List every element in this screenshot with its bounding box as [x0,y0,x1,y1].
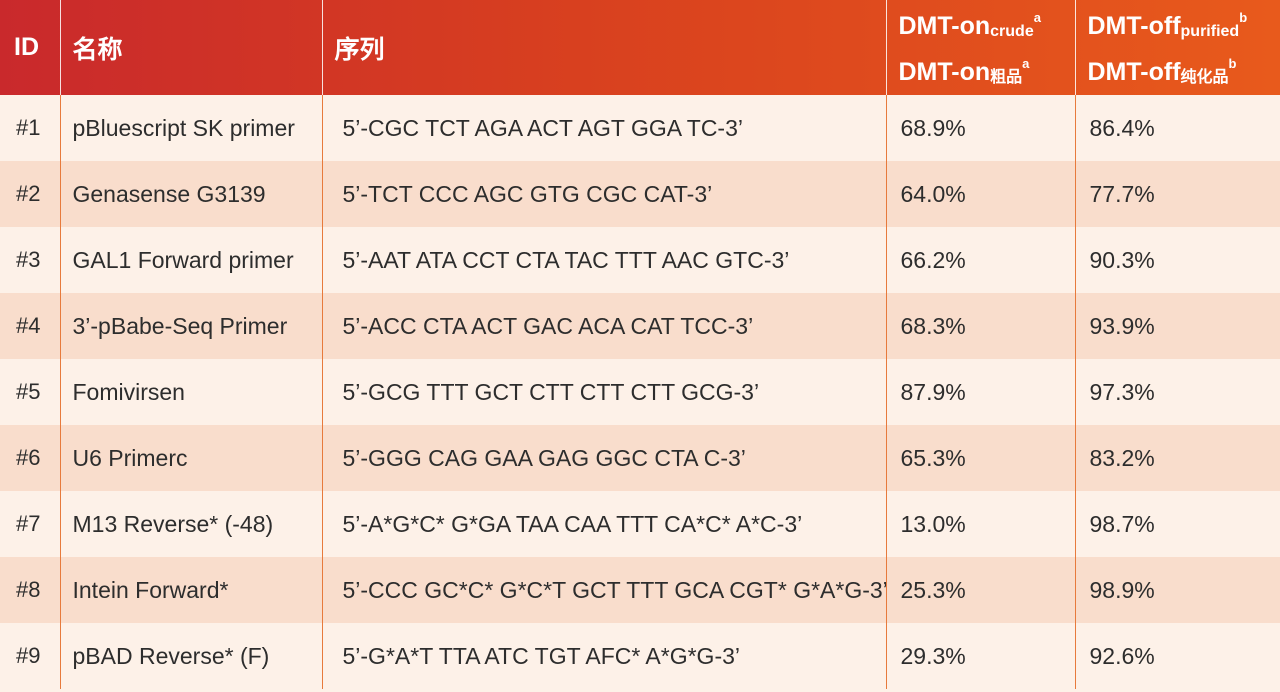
row-name: U6 Primerc [60,425,323,491]
row-sequence: 5’-G*A*T TTA ATC TGT AFC* A*G*G-3’ [322,623,887,689]
table-row: #6 U6 Primerc 5’-GGG CAG GAA GAG GGC CTA… [0,425,1280,491]
row-dmt-off: 98.9% [1089,576,1155,603]
row-dmt-on: 68.3% [886,293,1076,359]
row-dmt-on: 25.3% [886,557,1076,623]
row-name: Intein Forward* [60,557,323,623]
row-name: pBluescript SK primer [60,95,323,161]
row-dmt-on: 87.9% [886,359,1076,425]
row-sequence: 5’-CCC GC*C* G*C*T GCT TTT GCA CGT* G*A*… [322,557,887,623]
row-id: #9 [0,623,61,689]
row-id: #3 [0,227,61,293]
table-row: #1 pBluescript SK primer 5’-CGC TCT AGA … [0,95,1280,161]
row-dmt-off: 93.9% [1089,312,1155,339]
row-id: #5 [0,359,61,425]
table-row: #4 3’-pBabe-Seq Primer 5’-ACC CTA ACT GA… [0,293,1280,359]
row-sequence: 5’-GCG TTT GCT CTT CTT CTT GCG-3’ [322,359,887,425]
table-row: #2 Genasense G3139 5’-TCT CCC AGC GTG CG… [0,161,1280,227]
table-row: #3 GAL1 Forward primer 5’-AAT ATA CCT CT… [0,227,1280,293]
row-sequence: 5’-TCT CCC AGC GTG CGC CAT-3’ [322,161,887,227]
header-name: 名称 [60,0,323,95]
row-dmt-off: 77.7% [1089,180,1155,207]
row-id: #8 [0,557,61,623]
row-id: #4 [0,293,61,359]
table-row: #7 M13 Reverse* (-48) 5’-A*G*C* G*GA TAA… [0,491,1280,557]
row-name: GAL1 Forward primer [60,227,323,293]
row-id: #6 [0,425,61,491]
header-dmt-off-zh: DMT-off纯化品b [1087,55,1237,86]
row-dmt-off: 90.3% [1089,246,1155,273]
header-dmt-off: DMT-offpurifiedb DMT-off纯化品b [1075,0,1280,95]
row-id: #2 [0,161,61,227]
header-sequence: 序列 [322,0,887,95]
header-dmt-off-en: DMT-offpurifiedb [1087,9,1248,40]
row-dmt-on: 13.0% [886,491,1076,557]
row-dmt-on: 64.0% [886,161,1076,227]
row-dmt-on: 29.3% [886,623,1076,689]
row-dmt-on: 66.2% [886,227,1076,293]
header-dmt-on-zh: DMT-on粗品a [898,55,1030,86]
table-row: #9 pBAD Reverse* (F) 5’-G*A*T TTA ATC TG… [0,623,1280,689]
row-sequence: 5’-AAT ATA CCT CTA TAC TTT AAC GTC-3’ [322,227,887,293]
row-sequence: 5’-GGG CAG GAA GAG GGC CTA C-3’ [322,425,887,491]
row-name: Genasense G3139 [60,161,323,227]
header-id: ID [0,0,61,95]
row-sequence: 5’-CGC TCT AGA ACT AGT GGA TC-3’ [322,95,887,161]
table-row: #5 Fomivirsen 5’-GCG TTT GCT CTT CTT CTT… [0,359,1280,425]
header-dmt-on: DMT-oncrudea DMT-on粗品a [886,0,1076,95]
row-name: M13 Reverse* (-48) [60,491,323,557]
table-row: #8 Intein Forward* 5’-CCC GC*C* G*C*T GC… [0,557,1280,623]
row-dmt-off: 97.3% [1089,378,1155,405]
row-name: 3’-pBabe-Seq Primer [60,293,323,359]
row-sequence: 5’-ACC CTA ACT GAC ACA CAT TCC-3’ [322,293,887,359]
row-dmt-off: 92.6% [1089,642,1155,669]
row-dmt-on: 68.9% [886,95,1076,161]
row-id: #7 [0,491,61,557]
row-dmt-off: 86.4% [1089,114,1155,141]
row-dmt-off: 98.7% [1089,510,1155,537]
row-dmt-on: 65.3% [886,425,1076,491]
table-header-row: ID 名称 序列 DMT-oncrudea DMT-on粗品a DMT-offp… [0,0,1280,95]
header-dmt-on-en: DMT-oncrudea [898,9,1041,40]
row-dmt-off: 83.2% [1089,444,1155,471]
row-sequence: 5’-A*G*C* G*GA TAA CAA TTT CA*C* A*C-3’ [322,491,887,557]
row-id: #1 [0,95,61,161]
row-name: Fomivirsen [60,359,323,425]
row-name: pBAD Reverse* (F) [60,623,323,689]
